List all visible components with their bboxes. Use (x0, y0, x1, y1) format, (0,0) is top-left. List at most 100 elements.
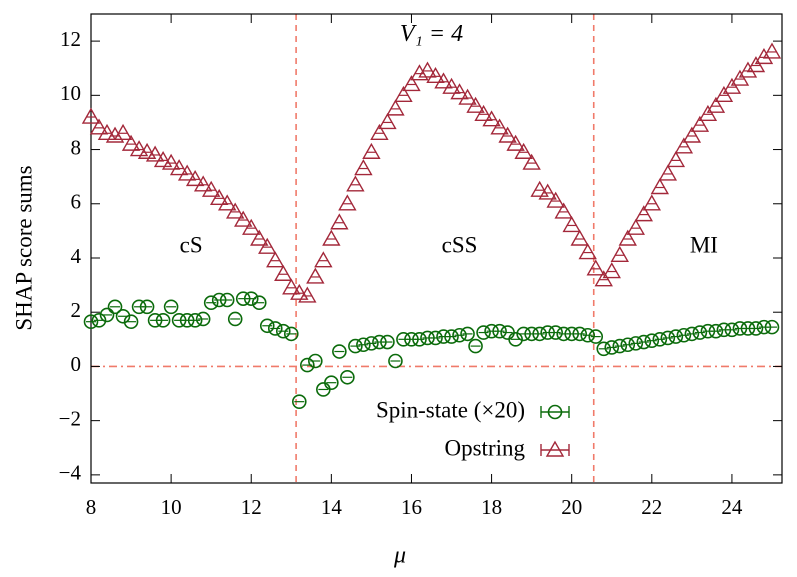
data-point (444, 329, 459, 344)
data-point (690, 115, 710, 132)
data-point (508, 332, 523, 347)
data-point (466, 96, 485, 113)
plot-frame (90, 13, 783, 484)
data-point (730, 69, 750, 86)
data-point (105, 126, 125, 143)
data-point (113, 123, 133, 140)
data-point (434, 72, 453, 89)
data-point (115, 308, 131, 324)
data-point (129, 140, 149, 157)
data-point (314, 251, 333, 268)
data-point (620, 337, 636, 353)
data-point (458, 88, 477, 105)
data-point (698, 104, 718, 122)
data-point (474, 104, 493, 122)
data-point (532, 326, 547, 342)
data-point (155, 313, 171, 328)
legend-label: Opstring (445, 435, 526, 460)
legend-marker (547, 404, 563, 420)
y-tick-label: 2 (71, 298, 82, 322)
data-point (275, 323, 291, 339)
x-tick-label: 12 (241, 495, 262, 519)
data-point (676, 327, 692, 343)
data-point (546, 191, 565, 208)
data-point (330, 213, 349, 230)
data-point (684, 326, 700, 342)
data-point (580, 327, 596, 343)
legend-label: Spin-state (×20) (376, 397, 525, 422)
data-point (714, 85, 734, 103)
data-point (380, 334, 395, 350)
data-point (193, 175, 213, 192)
data-point (418, 61, 437, 78)
data-point (259, 318, 275, 334)
x-tick-label: 18 (481, 495, 502, 519)
data-point (412, 332, 427, 347)
data-point (386, 99, 405, 116)
y-tick-label: 0 (71, 352, 82, 376)
data-point (394, 85, 413, 103)
data-point (668, 329, 684, 344)
data-point (227, 311, 243, 327)
data-point (340, 369, 355, 385)
x-axis-label: μ (393, 543, 406, 569)
data-point (514, 142, 533, 159)
data-point (267, 321, 283, 336)
data-point (588, 329, 604, 344)
data-point (578, 243, 597, 260)
data-point (674, 137, 694, 154)
data-point (650, 178, 670, 195)
y-tick-label: −2 (59, 406, 81, 430)
data-point (153, 150, 173, 168)
data-point (428, 330, 443, 346)
data-point (298, 286, 317, 303)
data-point (332, 344, 347, 359)
data-point (572, 326, 588, 342)
data-point (530, 180, 549, 197)
data-point (362, 142, 381, 159)
data-point (177, 164, 197, 181)
legend-marker (545, 440, 565, 457)
data-point (402, 75, 421, 92)
data-point (562, 216, 581, 233)
data-point (219, 292, 235, 308)
data-point (123, 314, 139, 329)
annotation: MI (690, 232, 718, 257)
x-tick-label: 10 (161, 495, 182, 519)
data-point (290, 283, 309, 300)
data-point (185, 169, 205, 187)
data-point (306, 267, 325, 284)
data-point (506, 134, 525, 151)
data-point (163, 299, 179, 315)
data-point (388, 353, 403, 369)
data-point (308, 353, 323, 369)
annotation: cS (180, 232, 203, 257)
annotation: V₁ = 4 (400, 21, 463, 47)
data-point (195, 311, 211, 327)
data-point (145, 145, 165, 162)
data-point (706, 96, 726, 113)
data-point (522, 153, 541, 170)
data-point (468, 338, 483, 354)
data-point (187, 313, 203, 328)
data-point (258, 237, 277, 254)
y-axis-label: SHAP score sums (11, 165, 36, 330)
data-point (636, 334, 652, 350)
data-point (442, 77, 461, 94)
data-point (612, 338, 628, 354)
data-point (356, 337, 371, 353)
data-point (139, 299, 155, 315)
data-point (748, 321, 764, 336)
data-point (660, 330, 676, 346)
data-point (692, 325, 708, 340)
x-tick-label: 22 (641, 495, 662, 519)
data-point (251, 295, 267, 311)
data-point (644, 333, 660, 348)
data-point (378, 113, 397, 130)
data-point (626, 218, 645, 235)
y-tick-label: 4 (71, 244, 82, 268)
data-point (548, 325, 563, 340)
data-point (498, 126, 517, 143)
data-point (322, 229, 341, 246)
